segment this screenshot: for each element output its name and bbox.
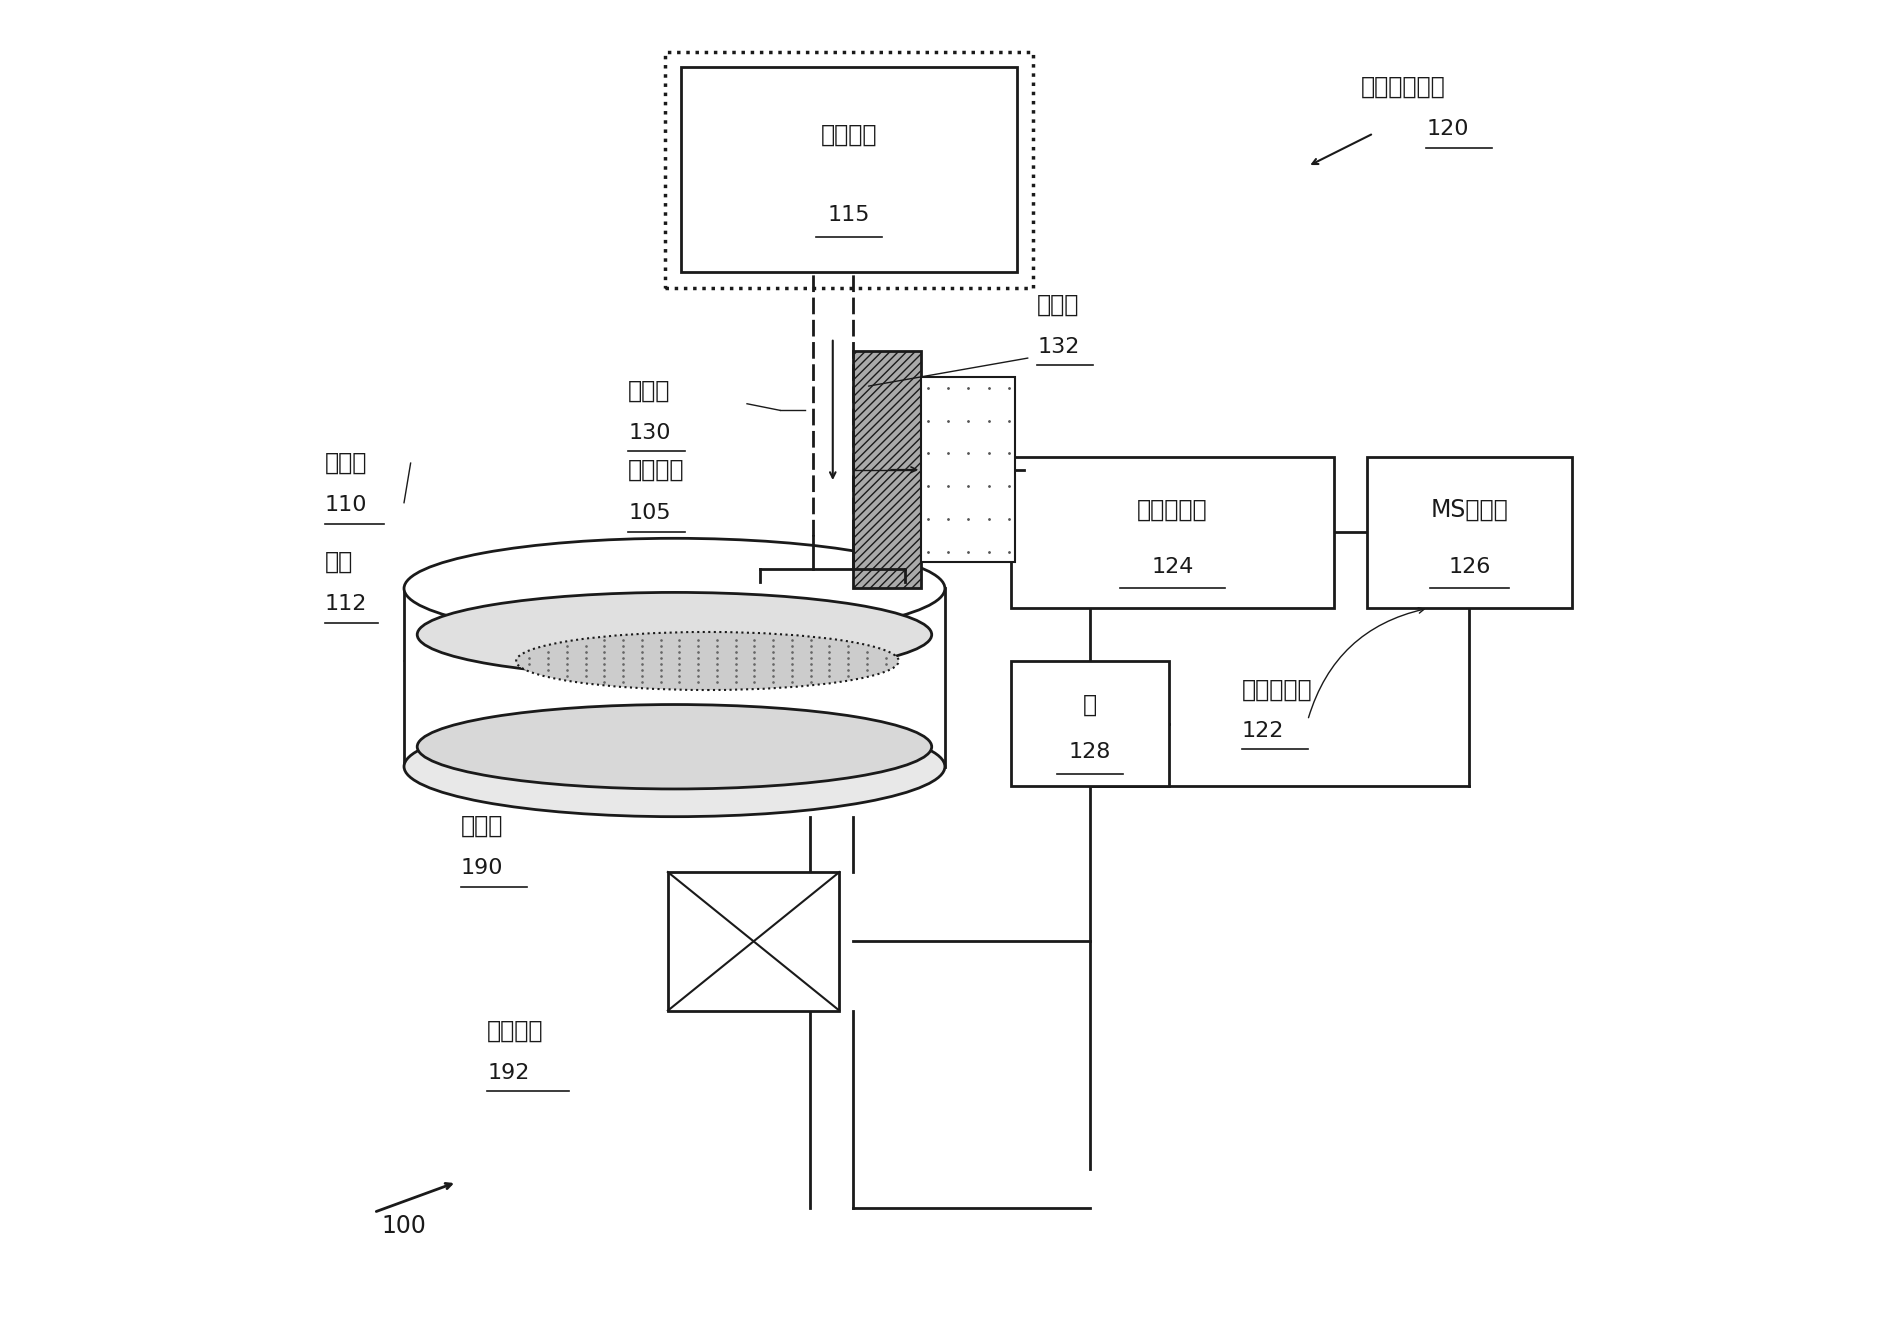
Text: 节流阀: 节流阀 xyxy=(461,814,502,838)
Text: 122: 122 xyxy=(1243,720,1285,740)
Text: 自由基源: 自由基源 xyxy=(820,123,877,147)
Bar xyxy=(1010,661,1168,787)
Text: 供给通道: 供给通道 xyxy=(628,457,685,481)
Text: 质量分析器: 质量分析器 xyxy=(1138,497,1208,522)
Text: 124: 124 xyxy=(1151,558,1193,578)
Text: 晶圆: 晶圆 xyxy=(325,550,354,574)
Bar xyxy=(853,350,921,588)
Text: 130: 130 xyxy=(628,423,670,443)
Text: 128: 128 xyxy=(1069,743,1111,763)
Bar xyxy=(681,67,1018,272)
Text: 115: 115 xyxy=(828,205,870,225)
Text: 126: 126 xyxy=(1448,558,1490,578)
Text: 132: 132 xyxy=(1037,337,1079,357)
Bar xyxy=(668,873,839,1010)
Text: 质谱测定仪: 质谱测定仪 xyxy=(1243,678,1313,702)
Text: 112: 112 xyxy=(325,595,367,615)
Bar xyxy=(921,377,1016,562)
Text: 泵: 泵 xyxy=(1083,693,1098,717)
Bar xyxy=(417,635,932,747)
Text: 电离器: 电离器 xyxy=(1037,292,1079,317)
Text: 105: 105 xyxy=(628,504,672,524)
Text: MS控制器: MS控制器 xyxy=(1431,497,1509,522)
Bar xyxy=(1010,456,1334,608)
Ellipse shape xyxy=(516,632,898,690)
Text: 前级管线: 前级管线 xyxy=(487,1018,544,1042)
Text: 192: 192 xyxy=(487,1063,529,1083)
Ellipse shape xyxy=(403,717,946,817)
Bar xyxy=(1366,456,1572,608)
Text: 测试室: 测试室 xyxy=(628,378,670,403)
Text: 制程室: 制程室 xyxy=(325,451,367,475)
Bar xyxy=(666,52,1033,288)
Bar xyxy=(403,588,946,767)
Text: 110: 110 xyxy=(325,496,367,516)
Ellipse shape xyxy=(417,705,932,789)
Text: 100: 100 xyxy=(383,1214,426,1237)
Text: 自由基监测器: 自由基监测器 xyxy=(1361,75,1444,99)
Ellipse shape xyxy=(417,592,932,677)
Ellipse shape xyxy=(403,538,946,639)
Text: 190: 190 xyxy=(461,858,502,878)
Text: 120: 120 xyxy=(1427,119,1469,139)
